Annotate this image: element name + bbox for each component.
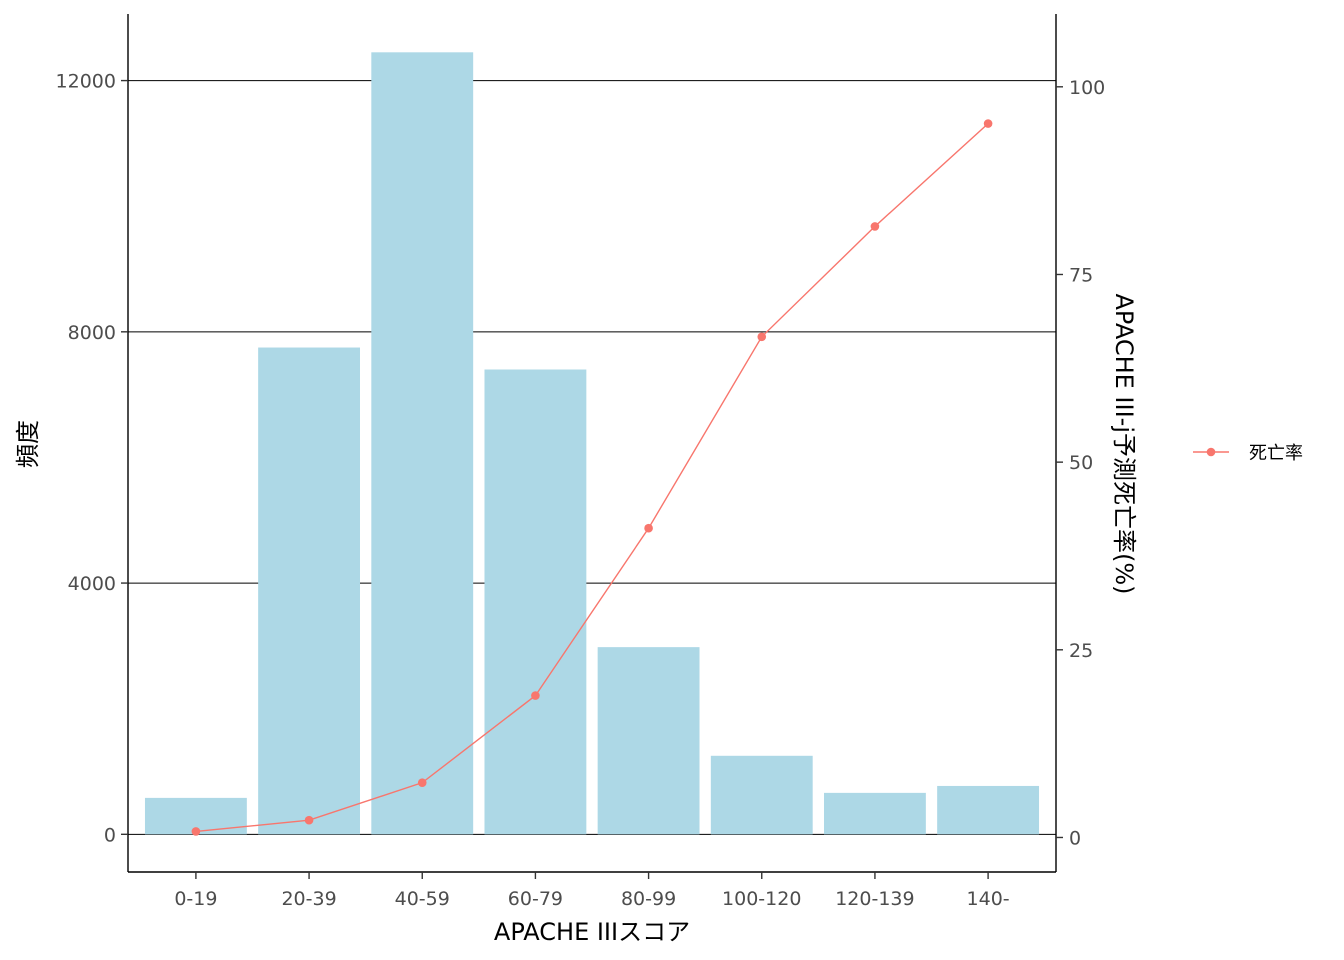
bar-140- (937, 785, 1040, 835)
bar-100-120 (710, 755, 813, 835)
series-point-80-99 (644, 523, 653, 533)
series-point-20-39 (304, 815, 314, 825)
y-axis-title: 頻度 (14, 420, 42, 468)
x-ticks: 0-19 20-39 40-59 60-79 80-99 100-120 120-139 14… (174, 872, 1010, 910)
bar-80-99 (597, 647, 700, 835)
x-tick-label: 80-99 (621, 888, 676, 910)
y2-tick-label: 0 (1069, 827, 1081, 849)
axes (127, 14, 1057, 873)
series-point-60-79 (531, 691, 540, 700)
y-tick-label: 8000 (68, 322, 116, 344)
y-tick-label: 4000 (68, 573, 116, 595)
secondary-y-axis-title: APACHE III-j予測死亡率(%) (1110, 293, 1138, 594)
y2-tick-label: 50 (1069, 452, 1093, 474)
x-tick-label: 60-79 (508, 888, 563, 910)
x-tick-label: 20-39 (281, 888, 336, 910)
bar-40-59 (371, 52, 474, 835)
series-point-120-139 (870, 222, 880, 231)
series-line (195, 123, 989, 833)
x-tick-label: 100-120 (722, 888, 801, 910)
bar-20-39 (258, 347, 360, 835)
legend-label-mortality: 死亡率 (1249, 443, 1303, 464)
y-tick-label: 0 (104, 824, 116, 846)
series-point-100-120 (757, 332, 767, 342)
series-point-40-59 (417, 778, 427, 787)
x-tick-label: 0-19 (174, 888, 217, 910)
series-point-140- (983, 119, 993, 128)
y-ticks-right: 0 25 50 75 100 (1056, 77, 1105, 849)
line-series (191, 119, 993, 836)
y-tick-label: 12000 (56, 71, 116, 93)
x-axis-title: APACHE IIIスコア (494, 918, 690, 946)
y2-tick-label: 100 (1069, 77, 1105, 99)
y-ticks-left: 0 4000 8000 12000 (56, 71, 128, 846)
legend: 死亡率 (1193, 443, 1303, 464)
x-tick-label: 40-59 (395, 888, 450, 910)
bars (144, 52, 1040, 835)
legend-key-point (1206, 447, 1216, 457)
x-tick-label: 120-139 (835, 888, 914, 910)
series-point-0-19 (191, 827, 201, 836)
x-tick-label: 140- (967, 888, 1010, 910)
y2-tick-label: 75 (1069, 264, 1093, 286)
bar-120-139 (824, 792, 926, 835)
bar-60-79 (484, 369, 587, 835)
y2-tick-label: 25 (1069, 640, 1093, 662)
